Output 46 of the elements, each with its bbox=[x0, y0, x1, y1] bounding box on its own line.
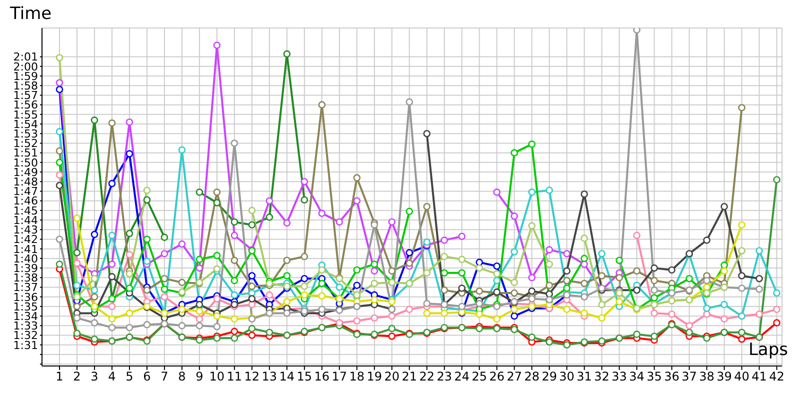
y-tick-label: 1:31 bbox=[13, 338, 38, 352]
x-tick-label: 27 bbox=[506, 370, 522, 384]
x-tick-label: 32 bbox=[594, 370, 610, 384]
x-tick-label: 37 bbox=[682, 370, 697, 384]
x-tick-label: 26 bbox=[489, 370, 504, 384]
x-tick-label: 10 bbox=[209, 370, 225, 384]
x-axis-title: Laps bbox=[748, 340, 788, 360]
x-tick-label: 8 bbox=[178, 370, 186, 384]
y-tick-label: 1:51 bbox=[13, 146, 38, 160]
x-tick-label: 17 bbox=[332, 370, 348, 384]
x-tick-label: 33 bbox=[612, 370, 627, 384]
x-tick-label: 11 bbox=[226, 370, 242, 384]
x-tick-label: 34 bbox=[629, 370, 644, 384]
x-tick-label: 20 bbox=[384, 370, 400, 384]
x-tick-label: 24 bbox=[454, 370, 470, 384]
x-tick-label: 16 bbox=[314, 370, 330, 384]
x-tick-label: 31 bbox=[576, 370, 592, 384]
x-tick-label: 5 bbox=[126, 370, 134, 384]
x-tick-label: 6 bbox=[143, 370, 151, 384]
x-tick-label: 35 bbox=[646, 370, 662, 384]
x-tick-label: 1 bbox=[56, 370, 64, 384]
x-tick-label: 22 bbox=[419, 370, 435, 384]
x-tick-label: 2 bbox=[73, 370, 81, 384]
x-tick-label: 36 bbox=[664, 370, 680, 384]
x-tick-label: 12 bbox=[244, 370, 260, 384]
x-tick-label: 9 bbox=[196, 370, 204, 384]
x-tick-label: 41 bbox=[752, 370, 767, 384]
x-tick-label: 13 bbox=[262, 370, 278, 384]
x-tick-label: 38 bbox=[699, 370, 714, 384]
x-tick-label: 14 bbox=[279, 370, 295, 384]
x-tick-label: 19 bbox=[366, 370, 382, 384]
x-tick-label: 15 bbox=[296, 370, 312, 384]
x-tick-label: 25 bbox=[472, 370, 487, 384]
x-tick-label: 39 bbox=[716, 370, 732, 384]
x-tick-label: 40 bbox=[734, 370, 750, 384]
x-tick-label: 23 bbox=[436, 370, 452, 384]
x-tick-label: 7 bbox=[160, 370, 168, 384]
x-tick-label: 18 bbox=[349, 370, 365, 384]
x-tick-label: 29 bbox=[542, 370, 557, 384]
y-axis-title: Time bbox=[10, 4, 52, 24]
x-tick-label: 4 bbox=[108, 370, 116, 384]
x-tick-label: 28 bbox=[524, 370, 540, 384]
x-tick-label: 42 bbox=[769, 370, 784, 384]
x-tick-label: 30 bbox=[559, 370, 574, 384]
x-tick-label: 21 bbox=[402, 370, 418, 384]
x-tick-label: 3 bbox=[90, 370, 98, 384]
